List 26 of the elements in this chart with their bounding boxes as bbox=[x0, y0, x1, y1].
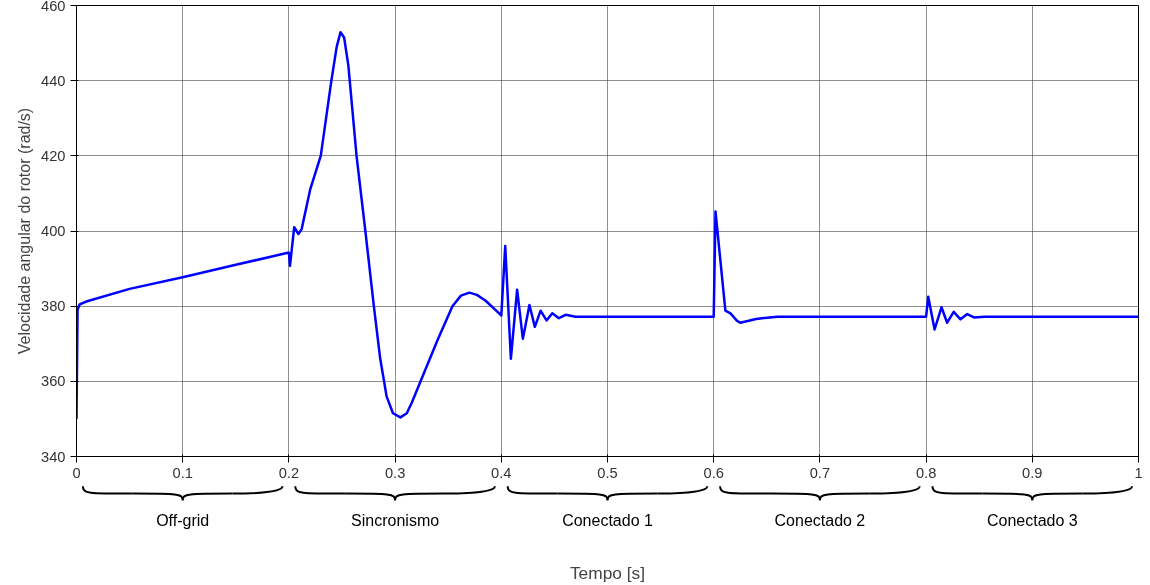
y-axis-title: Velocidade angular do rotor (rad/s) bbox=[16, 107, 34, 355]
text: Conectado 1 bbox=[562, 511, 653, 529]
text: Conectado 2 bbox=[774, 511, 866, 529]
text: Off-grid bbox=[156, 511, 210, 529]
line-series bbox=[76, 30, 1139, 421]
y-tick-label: 460 bbox=[41, 0, 66, 14]
x-tick-label: 0.2 bbox=[278, 464, 300, 481]
x-tick-label: 0.7 bbox=[809, 464, 831, 481]
x-tick-label: 0.1 bbox=[172, 464, 193, 481]
x-tick-label: 0.6 bbox=[703, 464, 724, 481]
y-tick-label: 380 bbox=[41, 298, 66, 315]
y-tick-label: 420 bbox=[41, 147, 66, 164]
x-tick-label: 0.4 bbox=[491, 464, 512, 481]
x-tick-label: 0 bbox=[72, 464, 81, 481]
y-tick-label: 360 bbox=[41, 373, 66, 390]
y-tick-label: 440 bbox=[41, 72, 66, 89]
x-tick-label: 0.3 bbox=[384, 464, 406, 481]
text: Conectado 3 bbox=[986, 511, 1078, 529]
x-tick-label: 1 bbox=[1134, 464, 1143, 481]
text: Sincronismo bbox=[351, 511, 440, 529]
x-axis-title: Tempo [s] bbox=[569, 562, 646, 583]
y-tick-label: 400 bbox=[41, 223, 66, 239]
x-tick-label: 0.8 bbox=[915, 464, 937, 481]
x-tick-label: 0.9 bbox=[1022, 464, 1043, 481]
x-tick-label: 0.5 bbox=[597, 464, 618, 481]
y-tick-label: 340 bbox=[41, 448, 66, 465]
